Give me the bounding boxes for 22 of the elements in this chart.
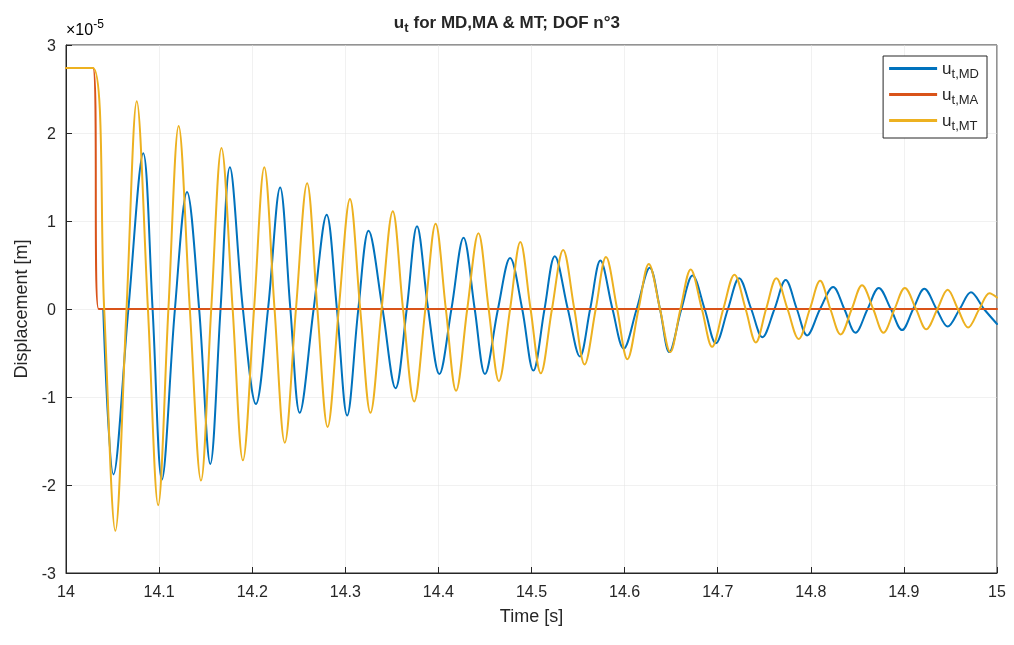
x-tick-label: 14.1 (143, 582, 175, 600)
x-tick-label: 14.9 (888, 582, 920, 600)
y-tick-label: 1 (47, 212, 57, 230)
x-tick-label: 14.3 (329, 582, 361, 600)
x-tick-label: 14.4 (422, 582, 455, 600)
y-tick-label: 3 (47, 36, 57, 54)
line-series (65, 66, 998, 532)
y-tick-label: -2 (41, 476, 57, 494)
y-axis-title: Displacement [m] (11, 239, 31, 379)
y-tick-label: -1 (41, 388, 57, 406)
x-tick-label: 14.6 (609, 582, 641, 600)
x-tick-label: 14.8 (795, 582, 827, 600)
x-tick-label: 15 (988, 582, 1006, 600)
line-series (102, 152, 998, 481)
x-tick-label: 14.2 (236, 582, 268, 600)
x-tick-label: 14.5 (515, 582, 548, 600)
x-axis-title: Time [s] (499, 606, 564, 626)
y-tick-label: 2 (47, 124, 57, 142)
y-tick-label: 0 (47, 300, 57, 318)
x-tick-label: 14 (57, 582, 75, 600)
x-tick-label: 14.7 (702, 582, 734, 600)
y-tick-label: -3 (41, 564, 57, 582)
